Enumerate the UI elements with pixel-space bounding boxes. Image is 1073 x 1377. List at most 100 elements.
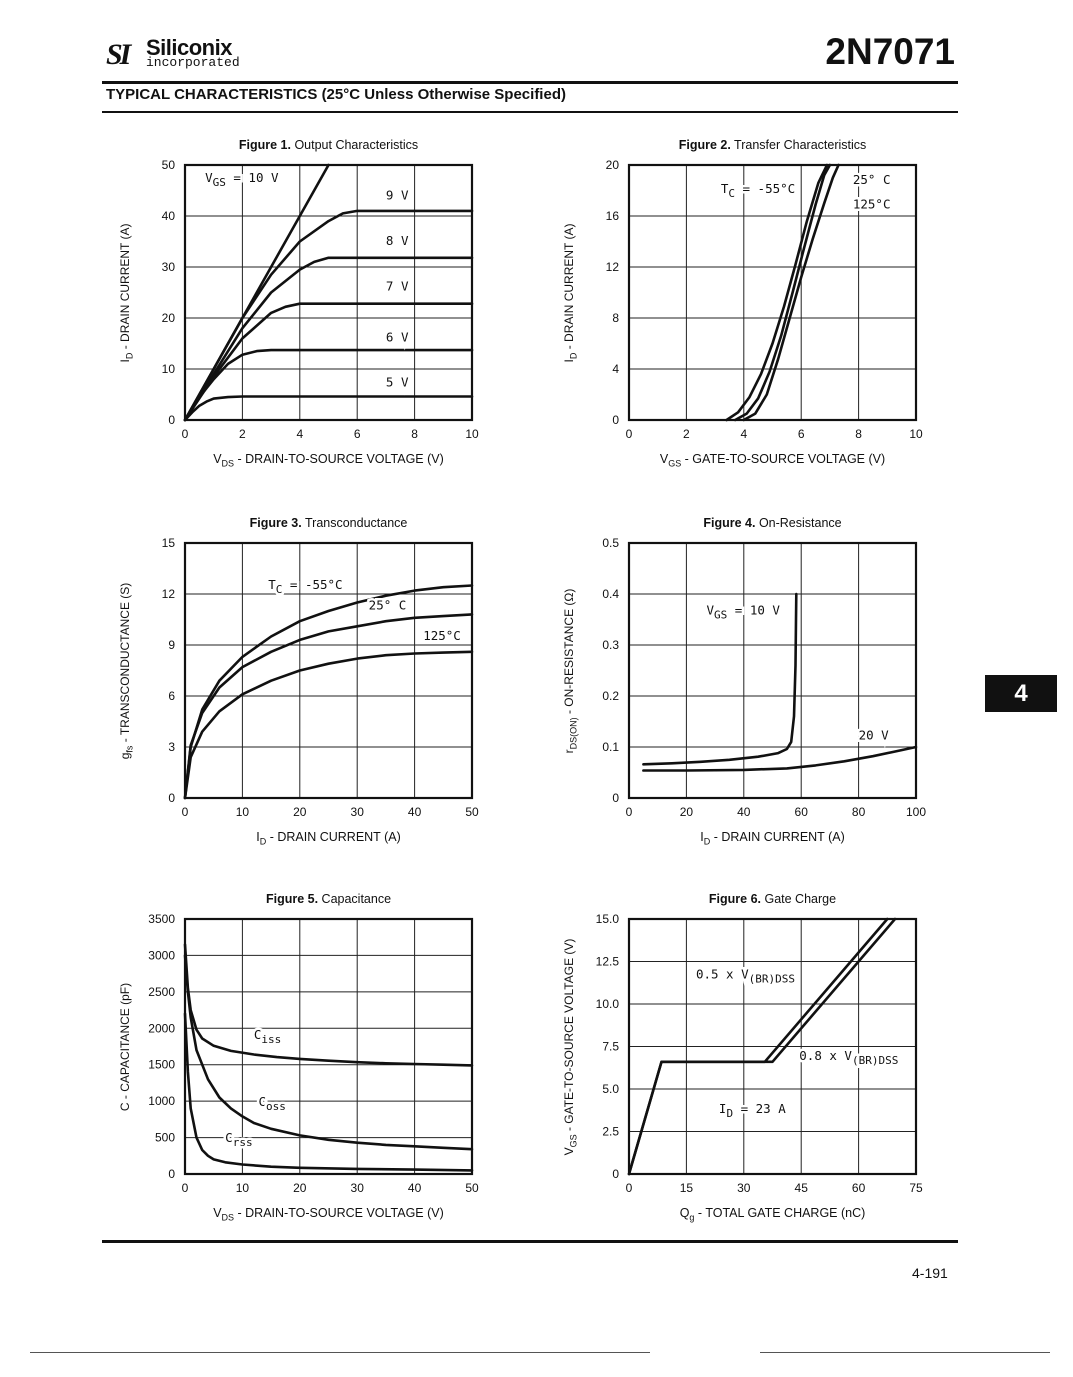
fig6-annotation-2: ID = 23 A [719,1101,786,1120]
fig3-y-tick: 9 [168,638,175,652]
fig3-series-2 [183,650,474,800]
fig5-y-tick: 500 [155,1131,175,1145]
fig5-y-tick: 2500 [148,985,175,999]
fig3-x-axis-label: ID - DRAIN CURRENT (A) [256,830,401,847]
fig2-x-tick: 0 [626,427,633,441]
fig6-y-tick: 15.0 [596,912,620,926]
fig1-annotation-2: 8 V [386,233,409,248]
fig5-name: Capacitance [318,892,392,906]
fig4-y-tick: 0.3 [602,638,619,652]
fig1-y-tick: 20 [162,311,176,325]
fig5-y-tick: 3500 [148,912,175,926]
fig1-frame [183,163,474,422]
fig3-x-tick: 20 [293,805,307,819]
fig6-label: Figure 6. [708,892,762,906]
fig1-annotation-5: 5 V [386,374,409,389]
fig2-y-tick: 12 [606,260,620,274]
fig2-name: Transfer Characteristics [730,138,867,152]
fig3-annotation-0: TC = -55°C [268,577,342,596]
fig3-x-tick: 30 [351,805,365,819]
fig4-frame [627,541,918,800]
fig1-series-2 [183,256,474,422]
fig6-y-axis-label: VGS - GATE-TO-SOURCE VOLTAGE (V) [562,938,579,1155]
fig4-annotation-0: VGS = 10 V [706,602,780,621]
fig5-x-tick: 0 [182,1181,189,1195]
fig4-x-tick: 40 [737,805,751,819]
fig4-x-tick: 80 [852,805,866,819]
fig2-x-tick: 2 [683,427,690,441]
fig3-y-tick: 0 [168,791,175,805]
fig4-y-tick: 0.1 [602,740,619,754]
fig5-y-tick: 3000 [148,948,175,962]
fig1-x-tick: 2 [239,427,246,441]
fig6-x-tick: 75 [909,1181,923,1195]
fig3-y-tick: 3 [168,740,175,754]
fig6-x-tick: 45 [795,1181,809,1195]
fig4-y-tick: 0.2 [602,689,619,703]
fig5-annotation-0: Ciss [254,1027,281,1046]
fig2-y-tick: 0 [612,413,619,427]
fig4-series-0 [642,592,798,766]
fig6-y-tick: 2.5 [602,1125,619,1139]
fig6-annotation-1: 0.8 x V(BR)DSS [799,1048,898,1067]
header-rule-bottom [102,111,958,113]
fig2-y-tick: 20 [606,158,620,172]
fig2-annotation-0: TC = -55°C [721,181,795,200]
fig2-annotation-2: 125°C [853,196,891,211]
fig3-annotation-2: 125°C [423,628,461,643]
fig6-y-tick: 12.5 [596,955,620,969]
fig6-title: Figure 6. Gate Charge [613,892,933,906]
fig3-plot: TC = -55°C 25° C 125°C 0 10 20 30 40 50 0 3 6 9 12 15 [162,536,479,819]
fig2-y-tick: 4 [612,362,619,376]
fig2-label: Figure 2. [678,138,731,152]
fig2-x-tick: 6 [798,427,805,441]
logo-mark: SI [106,38,131,71]
fig1-annotation-0: VGS = 10 V [205,170,279,189]
fig2-y-axis-label: ID - DRAIN CURRENT (A) [562,223,579,362]
fig2-x-tick: 8 [855,427,862,441]
fig1-annotation-3: 7 V [386,278,409,293]
fig5-y-tick: 0 [168,1167,175,1181]
fig1-y-tick: 10 [162,362,176,376]
fig5-title: Figure 5. Capacitance [169,892,489,906]
fig5-frame [183,917,474,1176]
fig2-y-tick: 8 [612,311,619,325]
fig1-x-tick: 4 [296,427,303,441]
fig1-series-1 [183,209,474,422]
header-rule-top [102,81,958,84]
fig5-x-tick: 10 [236,1181,250,1195]
fig3-x-tick: 40 [408,805,422,819]
fig5-y-tick: 1500 [148,1058,175,1072]
fig4-title: Figure 4. On-Resistance [613,516,933,530]
fig5-y-tick: 1000 [148,1094,175,1108]
fig2-annotation-1: 25° C [853,172,891,187]
fig1-label: Figure 1. [238,138,291,152]
fig2-y-tick: 16 [606,209,620,223]
fig1-x-tick: 10 [465,427,479,441]
page-edge-line [30,1352,650,1353]
fig3-annotation-1: 25° C [369,597,407,612]
fig4-series-1 [642,745,918,772]
fig5-series-2 [183,1012,474,1172]
fig1-y-tick: 40 [162,209,176,223]
fig1-series-3 [183,302,474,422]
fig1-y-tick: 0 [168,413,175,427]
fig3-y-axis-label: gfs - TRANSCONDUCTANCE (S) [118,582,135,759]
fig4-y-axis-label: rDS(ON) - ON-RESISTANCE (Ω) [562,588,579,753]
fig5-y-axis-label: C - CAPACITANCE (pF) [118,982,132,1111]
fig1-series-4 [183,348,474,422]
fig1-y-axis-label: ID - DRAIN CURRENT (A) [118,223,135,362]
fig2-title: Figure 2. Transfer Characteristics [613,138,933,152]
fig4-x-tick: 20 [680,805,694,819]
fig3-y-tick: 12 [162,587,176,601]
fig3-y-tick: 15 [162,536,176,550]
logo-name: Siliconix [146,35,232,60]
fig6-x-tick: 0 [626,1181,633,1195]
fig6-y-tick: 5.0 [602,1082,619,1096]
fig5-series-0 [183,943,474,1067]
fig1-x-axis-label: VDS - DRAIN-TO-SOURCE VOLTAGE (V) [213,452,444,469]
fig1-plot: VGS = 10 V 9 V 8 V 7 V 6 V 5 V 0 2 4 6 8 10 0 10 20 30 4… [162,158,479,441]
section-tab: 4 [985,675,1057,712]
fig5-y-tick: 2000 [148,1021,175,1035]
